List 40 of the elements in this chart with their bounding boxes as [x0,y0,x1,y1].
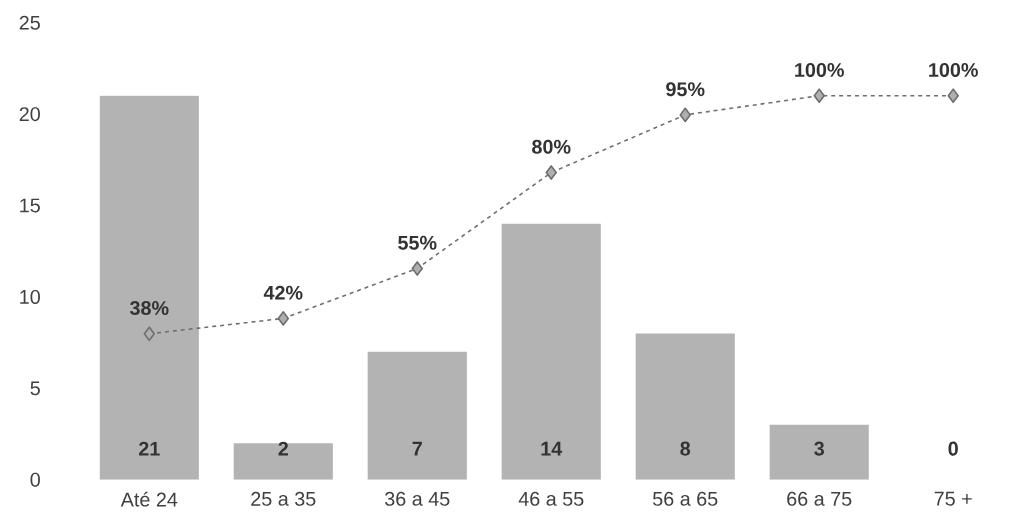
data-label: 100% [795,62,844,77]
data-label: 3 [814,441,824,456]
x-tick-label: Até 24 [120,491,178,507]
point [679,107,691,123]
y-tick-label: 20 [19,107,40,122]
point [143,326,156,342]
x-tick-label: 46 a 55 [518,491,584,506]
y-tick-label: 0 [30,472,40,487]
data-label: 8 [680,441,691,456]
bar [233,443,333,480]
data-label: 21 [138,441,160,456]
point [277,310,290,326]
point [947,88,959,103]
data-label: 0 [948,441,958,456]
y-tick-label: 15 [20,198,40,213]
bar [501,223,601,480]
point [545,164,557,180]
x-tick-label: 36 a 45 [385,491,450,506]
data-label: 42% [263,285,303,300]
data-label: 7 [412,441,422,456]
y-tick-label: 10 [20,289,40,304]
bar [99,95,199,480]
data-label: 100% [929,62,978,77]
point [411,260,424,276]
data-label: 80% [532,139,571,154]
data-label: 14 [541,441,563,456]
bar [367,351,467,480]
y-tick-label: 25 [19,15,40,30]
data-label: 55% [398,235,437,250]
data-label: 38% [129,300,169,315]
bar [769,424,869,480]
x-tick-label: 56 a 65 [653,491,718,506]
bar [635,333,735,480]
data-label: 95% [666,82,705,97]
x-tick-label: 66 a 75 [787,491,852,506]
y-tick-label: 5 [30,381,40,396]
data-label: 2 [278,441,288,456]
x-tick-label: 75 + [934,491,972,506]
point [813,88,825,103]
x-tick-label: 25 a 35 [251,491,316,506]
